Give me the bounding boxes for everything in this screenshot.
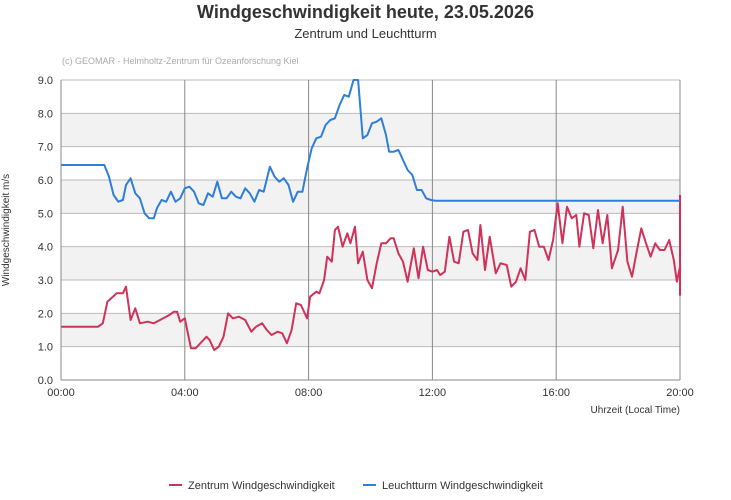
chart-subtitle: Zentrum und Leuchtturm — [294, 26, 437, 41]
series-lines — [61, 79, 681, 351]
x-tick-label: 00:00 — [47, 387, 75, 399]
legend-label-leuchtturm: Leuchtturm Windgeschwindigkeit — [382, 480, 543, 492]
x-tick-label: 08:00 — [295, 387, 323, 399]
y-tick-label: 5.0 — [38, 208, 53, 220]
y-tick-label: 2.0 — [38, 308, 53, 320]
y-tick-label: 3.0 — [38, 275, 53, 287]
legend-label-zentrum: Zentrum Windgeschwindigkeit — [188, 480, 335, 492]
plot-band — [61, 113, 680, 147]
x-tick-label: 12:00 — [419, 387, 447, 399]
plot-band — [61, 313, 680, 347]
y-tick-label: 6.0 — [38, 175, 53, 187]
x-tick-labels: 00:00 04:00 08:00 12:00 16:00 20:00 — [47, 387, 694, 399]
plot-bands — [61, 113, 680, 347]
x-tick-label: 16:00 — [542, 387, 570, 399]
y-tick-label: 8.0 — [38, 108, 53, 120]
series-line-zentrum — [61, 195, 681, 351]
y-tick-label: 1.0 — [38, 342, 53, 354]
axes — [60, 80, 680, 381]
y-tick-labels: 0.0 1.0 2.0 3.0 4.0 5.0 6.0 7.0 8.0 9.0 — [38, 75, 53, 387]
plot-band — [61, 180, 680, 214]
x-tick-label: 04:00 — [171, 387, 199, 399]
plot-band — [61, 246, 680, 280]
credit-text: (c) GEOMAR - Helmholtz-Zentrum für Ozean… — [62, 56, 299, 66]
series-line-leuchtturm — [61, 79, 680, 220]
x-axis-title: Uhrzeit (Local Time) — [591, 405, 680, 416]
y-axis-title: Windgeschwindigkeit m/s — [1, 174, 12, 286]
legend: Zentrum Windgeschwindigkeit Leuchtturm Wi… — [169, 480, 543, 492]
y-tick-label: 7.0 — [38, 142, 53, 154]
y-tick-label: 0.0 — [38, 375, 53, 387]
y-tick-label: 4.0 — [38, 242, 53, 254]
x-tick-label: 20:00 — [666, 387, 694, 399]
y-tick-label: 9.0 — [38, 75, 53, 87]
chart-title: Windgeschwindigkeit heute, 23.05.2026 — [197, 2, 534, 22]
